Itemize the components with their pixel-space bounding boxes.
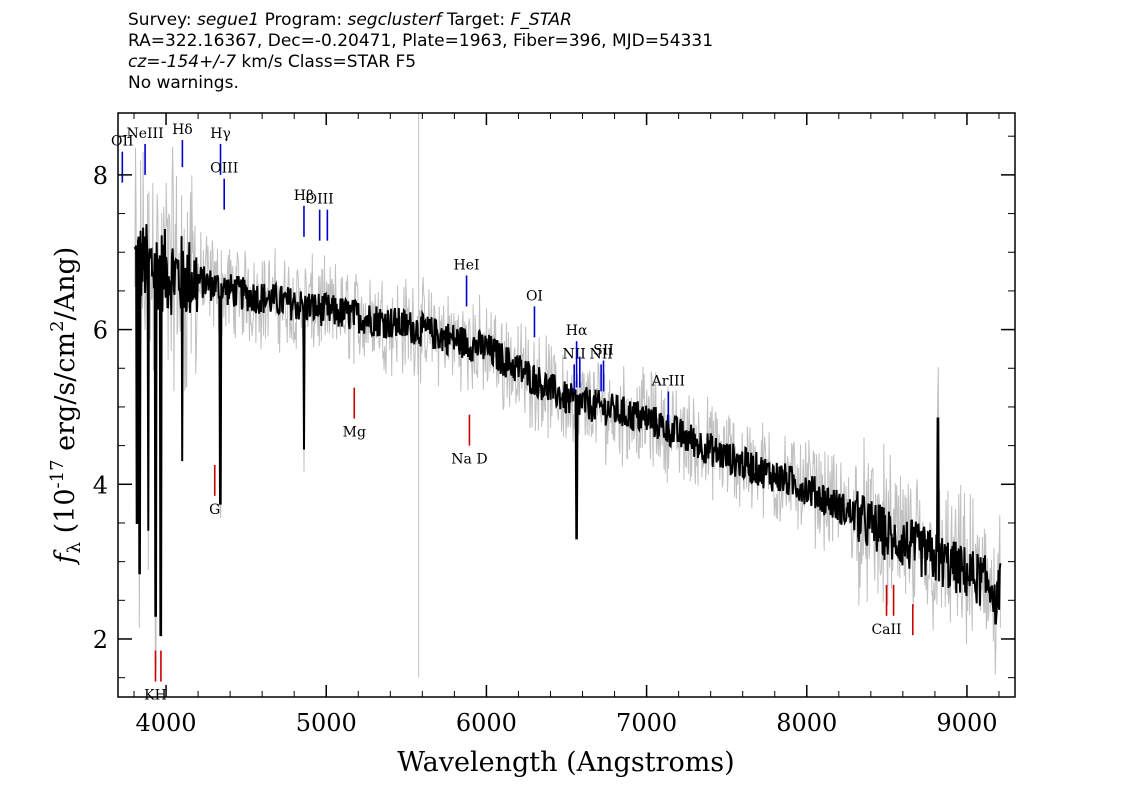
absorption-line-label: G	[209, 502, 220, 518]
program-value: segclusterf	[347, 10, 442, 30]
survey-value: segue1	[197, 10, 260, 30]
x-tick-label: 9000	[936, 709, 997, 737]
x-axis-title: Wavelength (Angstroms)	[397, 747, 734, 778]
y-tick-label: 4	[93, 471, 108, 499]
plot-frame	[117, 112, 1016, 698]
y-tick-label: 2	[93, 626, 108, 654]
y-axis-title: fλ (10-17 erg/s/cm2/Ang)	[47, 247, 85, 566]
y-axis-title-f: f	[50, 549, 81, 565]
header-line-coordinates: RA=322.16367, Dec=-0.20471, Plate=1963, …	[128, 31, 714, 51]
emission-line-label: SII	[593, 343, 614, 359]
spectrum-header: Survey: segue1 Program: segclusterf Targ…	[128, 10, 713, 94]
emission-line-label: HeI	[454, 257, 480, 273]
emission-line-label: NII	[563, 346, 586, 362]
absorption-line-label: Mg	[343, 425, 366, 441]
target-key: Target:	[446, 10, 506, 30]
emission-line-label: Hβ	[294, 188, 314, 204]
y-axis-title-exponent: -17	[47, 459, 68, 488]
y-axis-title-per-ang: /Ang)	[50, 247, 81, 321]
cz-value: -154+/-7	[160, 52, 237, 72]
flux-series	[133, 224, 1002, 637]
program-key: Program:	[264, 10, 343, 30]
emission-line-label: OIII	[210, 161, 238, 177]
y-axis-title-scale: (10	[50, 488, 81, 541]
cz-key: cz=	[128, 52, 161, 72]
flux-error-band	[134, 146, 1001, 675]
emission-line-label: Hα	[566, 323, 588, 339]
survey-key: Survey:	[128, 10, 192, 30]
y-axis-title-lambda: λ	[64, 542, 85, 553]
x-tick-label: 7000	[616, 709, 677, 737]
cz-rest: km/s Class=STAR F5	[236, 52, 417, 72]
absorption-line-label: Na D	[451, 452, 487, 468]
y-tick-label: 8	[93, 162, 108, 190]
x-tick-label: 8000	[776, 709, 837, 737]
header-line-redshift: cz=-154+/-7 km/s Class=STAR F5	[128, 52, 713, 73]
axes: 4000 5000 6000 7000 8000 9000 2 4 6 8	[93, 113, 1015, 737]
x-tick-label: 5000	[296, 709, 357, 737]
x-tick-label: 6000	[456, 709, 517, 737]
y-axis-title-square: 2	[47, 320, 68, 331]
emission-line-label: ArIII	[651, 373, 685, 389]
emission-line-label: Hδ	[172, 122, 193, 138]
header-line-survey: Survey: segue1 Program: segclusterf Targ…	[128, 10, 713, 31]
target-value: F_STAR	[510, 10, 572, 30]
plot-area	[133, 113, 1002, 678]
emission-line-label: NeIII	[126, 126, 163, 142]
absorption-line-label: CaII	[871, 622, 901, 638]
absorption-line-label: KH	[144, 688, 167, 704]
header-line-warnings: No warnings.	[128, 73, 239, 93]
emission-line-label: OIII	[306, 192, 334, 208]
x-tick-label: 4000	[136, 709, 197, 737]
emission-line-label: Hγ	[210, 126, 231, 142]
y-tick-label: 6	[93, 317, 108, 345]
emission-line-label: OII	[111, 134, 134, 150]
y-axis-title-units: erg/s/cm	[50, 332, 81, 460]
emission-line-label: NII	[589, 346, 612, 362]
emission-line-label: OI	[526, 288, 543, 304]
